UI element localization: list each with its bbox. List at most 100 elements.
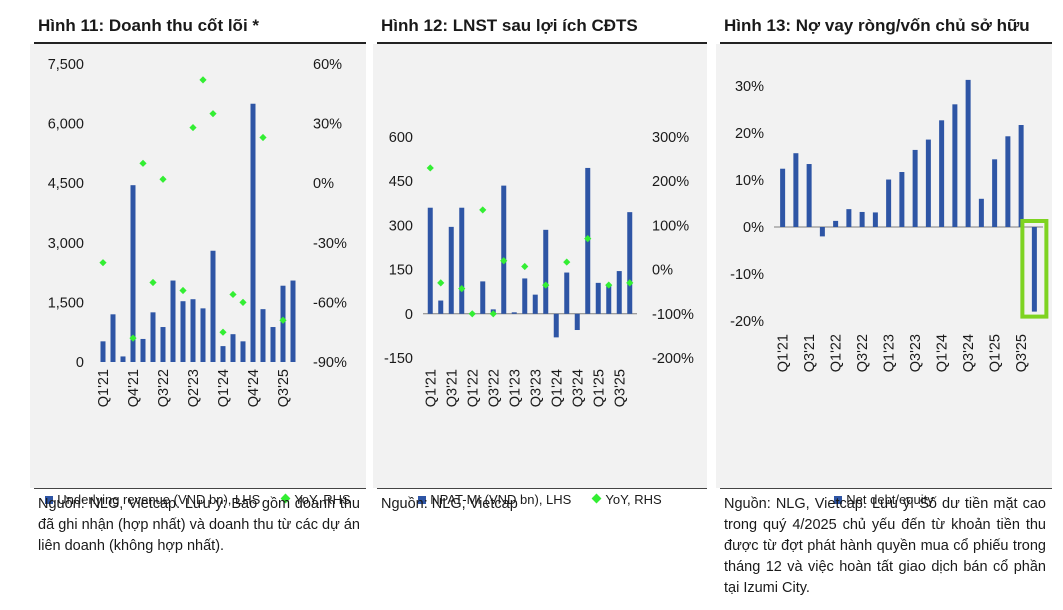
yoy-marker bbox=[489, 310, 497, 318]
bar bbox=[1018, 125, 1024, 227]
x-tick-label: Q1'24 bbox=[549, 369, 565, 407]
bar bbox=[480, 281, 486, 314]
x-tick-label: Q1'22 bbox=[465, 369, 481, 407]
y-right-tick-label: -90% bbox=[313, 355, 347, 371]
yoy-marker bbox=[219, 328, 227, 336]
y-left-tick-label: 300 bbox=[389, 218, 413, 234]
source-divider bbox=[720, 488, 1052, 489]
yoy-marker bbox=[279, 316, 287, 324]
bar bbox=[190, 299, 196, 362]
bar bbox=[595, 282, 601, 314]
bar bbox=[846, 209, 852, 227]
yoy-marker bbox=[189, 123, 197, 132]
bar bbox=[606, 284, 612, 314]
y-left-tick-label: 30% bbox=[735, 79, 764, 95]
x-tick-label: Q3'22 bbox=[486, 369, 502, 407]
yoy-marker bbox=[468, 310, 476, 318]
figure-12-chart: 600 450 300 150 0 -150 300% 200% 100% 0% -100% -200… bbox=[373, 44, 707, 507]
figure-12-legend: NPAT-MI (VND bn), LHS YoY, RHS bbox=[373, 492, 707, 507]
yoy-marker bbox=[521, 262, 529, 271]
x-tick-label: Q3'21 bbox=[444, 369, 460, 407]
bar bbox=[210, 250, 216, 362]
yoy-marker bbox=[199, 76, 207, 84]
y-left-tick-label: 4,500 bbox=[48, 176, 84, 192]
bar bbox=[965, 79, 971, 227]
bar bbox=[978, 198, 984, 227]
bar bbox=[522, 278, 528, 314]
yoy-marker bbox=[159, 175, 167, 183]
bar bbox=[220, 346, 226, 362]
bar bbox=[260, 309, 266, 362]
y-right-tick-label: -100% bbox=[652, 307, 694, 323]
title-divider bbox=[720, 42, 1052, 44]
y-right-tick-label: 300% bbox=[652, 130, 689, 146]
y-left-tick-label: -10% bbox=[730, 267, 764, 283]
legend-dot-label: YoY, RHS bbox=[294, 492, 351, 507]
figure-13-legend: Net debt/equity bbox=[716, 492, 1052, 507]
x-tick-label: Q1'23 bbox=[507, 369, 523, 407]
x-tick-label: Q1'25 bbox=[988, 334, 1004, 372]
y-left-tick-label: -20% bbox=[730, 314, 764, 330]
bar bbox=[912, 149, 918, 227]
figure-11-source: Nguồn: NLG, Vietcap. Lưu ý: Bao gồm doan… bbox=[38, 496, 360, 554]
y-right-tick-label: 200% bbox=[652, 174, 689, 190]
source-divider bbox=[34, 488, 366, 489]
yoy-marker bbox=[458, 285, 466, 293]
y-left-tick-label: 450 bbox=[389, 174, 413, 190]
bar bbox=[270, 327, 276, 362]
x-tick-label: Q4'21 bbox=[126, 369, 142, 407]
yoy-marker bbox=[209, 110, 217, 118]
y-right-tick-label: 30% bbox=[313, 117, 342, 133]
bar bbox=[886, 179, 892, 227]
bar bbox=[819, 227, 825, 237]
bar bbox=[140, 338, 146, 362]
bar bbox=[543, 229, 549, 314]
bar bbox=[448, 226, 454, 314]
y-right-tick-label: -200% bbox=[652, 351, 694, 367]
yoy-marker bbox=[426, 164, 434, 172]
yoy-marker bbox=[259, 133, 267, 142]
x-tick-label: Q3'25 bbox=[612, 369, 628, 407]
bar bbox=[100, 341, 106, 362]
bar bbox=[899, 172, 905, 227]
bar bbox=[459, 207, 465, 314]
y-left-tick-label: 1,500 bbox=[48, 295, 84, 311]
y-left-tick-label: 0 bbox=[405, 307, 413, 323]
y-right-tick-label: 100% bbox=[652, 218, 689, 234]
y-right-tick-label: 0% bbox=[652, 263, 673, 279]
y-right-tick-label: -60% bbox=[313, 295, 347, 311]
yoy-marker bbox=[563, 258, 571, 266]
x-tick-label: Q3'23 bbox=[908, 334, 924, 372]
bar bbox=[939, 120, 945, 227]
figure-13-source: Nguồn: NLG, Vietcap. Lưu ý: Số dư tiền m… bbox=[724, 496, 1046, 596]
bar bbox=[859, 211, 865, 227]
figure-12: Hình 12: LNST sau lợi ích CĐTS 600 450 300… bbox=[373, 0, 707, 610]
yoy-marker bbox=[437, 279, 445, 287]
bar bbox=[120, 356, 126, 362]
bar bbox=[793, 153, 799, 227]
bar bbox=[250, 103, 256, 362]
bar bbox=[170, 280, 176, 362]
yoy-marker bbox=[605, 281, 613, 289]
y-right-tick-label: -30% bbox=[313, 236, 347, 252]
x-tick-label: Q3'24 bbox=[570, 369, 586, 407]
bar bbox=[1005, 136, 1011, 227]
figure-13-title: Hình 13: Nợ vay ròng/vốn chủ sở hữu bbox=[724, 16, 1030, 35]
bar bbox=[925, 139, 931, 227]
x-tick-label: Q3'24 bbox=[961, 334, 977, 372]
legend-bar-swatch bbox=[834, 496, 843, 504]
figure-12-plot: 600 450 300 150 0 -150 300% 200% 100% 0% -100% -200… bbox=[384, 130, 694, 407]
x-tick-label: Q3'22 bbox=[156, 369, 172, 407]
bar bbox=[160, 327, 166, 362]
figure-13-chart: 30% 20% 10% 0% -10% -20% Q1'21 Q3'21 Q1'22 Q3'22 Q… bbox=[716, 44, 1052, 507]
yoy-marker bbox=[149, 278, 157, 287]
legend-dot-label: YoY, RHS bbox=[605, 492, 662, 507]
yoy-marker bbox=[479, 206, 487, 214]
bar bbox=[110, 314, 116, 362]
y-right-tick-label: 60% bbox=[313, 57, 342, 73]
bar bbox=[992, 159, 998, 227]
figure-13: Hình 13: Nợ vay ròng/vốn chủ sở hữu 30% 2… bbox=[716, 0, 1052, 610]
x-tick-label: Q3'25 bbox=[1014, 334, 1030, 372]
legend-bar-swatch bbox=[418, 496, 427, 504]
x-tick-label: Q1'23 bbox=[882, 334, 898, 372]
